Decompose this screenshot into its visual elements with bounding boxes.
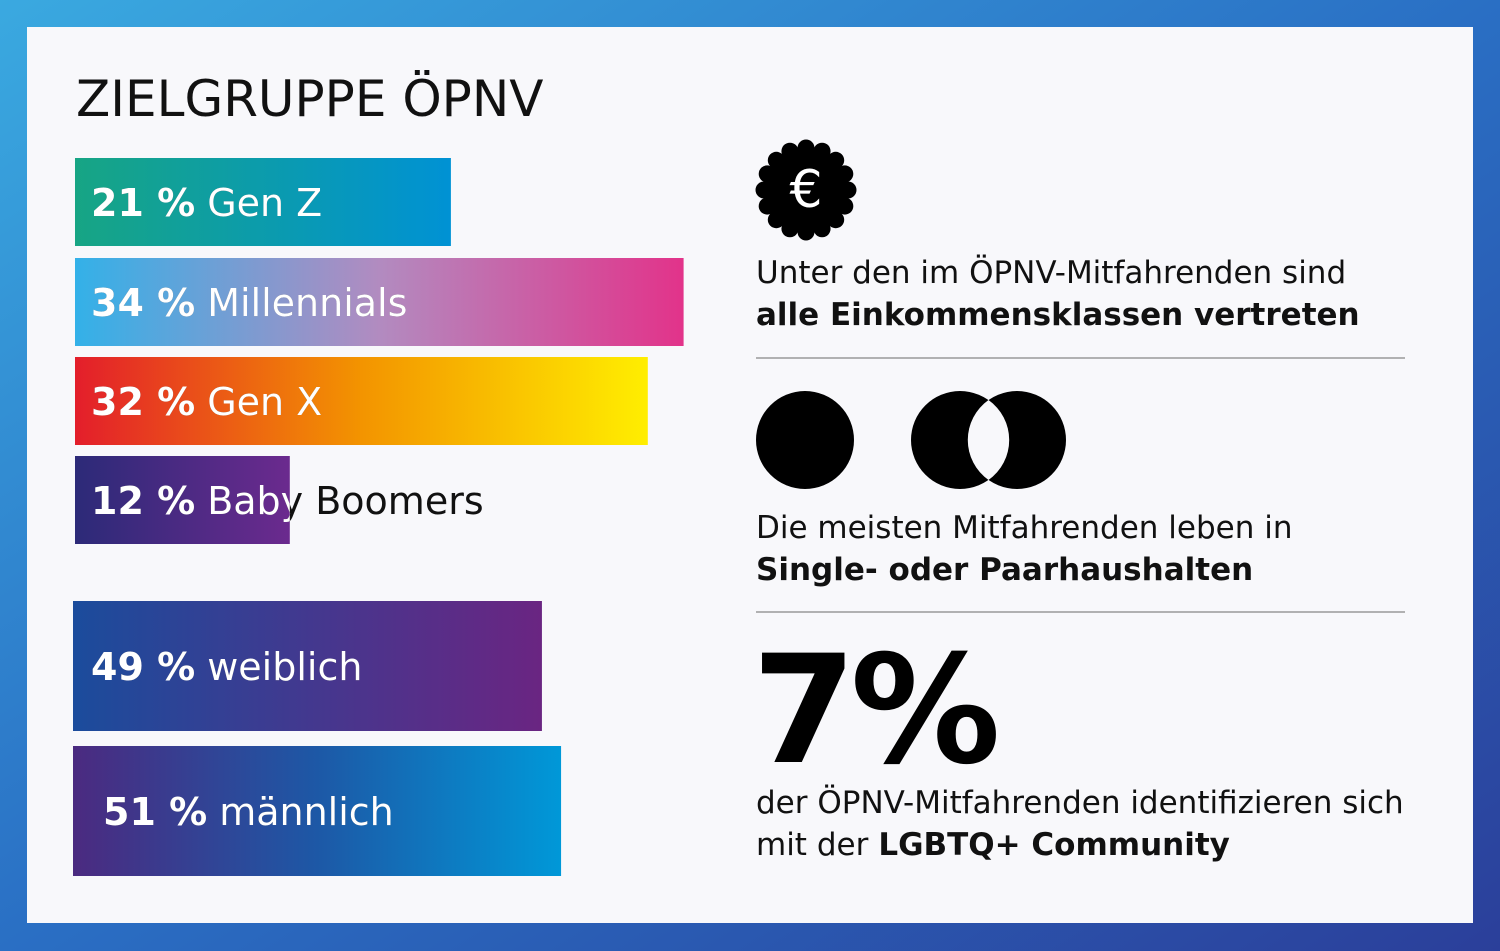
- bar: [75, 258, 684, 346]
- badge-scallop: [813, 142, 831, 160]
- group-label: weiblich: [207, 645, 362, 689]
- euro-badge: [755, 139, 857, 241]
- euro-icon: €: [789, 160, 822, 220]
- value-label: 12 %: [91, 479, 195, 523]
- value-label: 49 %: [91, 645, 195, 689]
- bar-label: 49 % weiblich: [91, 645, 362, 689]
- group-label: Millennials: [207, 281, 407, 325]
- badge-scallop: [836, 197, 854, 215]
- group-label: Gen Z: [207, 181, 322, 225]
- bar: [75, 456, 290, 544]
- bar-label: 21 % Gen Z: [91, 181, 322, 225]
- bar-label: 49 % weiblich: [91, 645, 362, 689]
- group-label: männlich: [219, 790, 394, 834]
- bar-label-group: 49 % weiblich: [91, 645, 362, 689]
- badge-scallop: [827, 151, 845, 169]
- badge-scallop: [758, 197, 776, 215]
- lgbtq-regular: mit der: [756, 827, 869, 863]
- value-label: 49 %: [91, 645, 195, 689]
- badge-scallop: [767, 211, 785, 229]
- group-label: Gen X: [207, 380, 322, 424]
- value-label: 12 %: [91, 479, 195, 523]
- bar-label: 51 % männlich: [103, 790, 394, 834]
- bar: [73, 746, 562, 876]
- badge-scallop: [797, 139, 815, 157]
- badge-scallop: [839, 181, 857, 199]
- badge-scallop: [781, 220, 799, 238]
- badge-scallop: [797, 223, 815, 241]
- badge-scallop: [767, 151, 785, 169]
- bar-label-group: 34 % Millennials: [91, 281, 407, 325]
- group-label: Gen Z: [207, 181, 322, 225]
- title: ZIELGRUPPE ÖPNV: [76, 70, 543, 128]
- value-label: 32 %: [91, 380, 195, 424]
- income-bold: alle Einkommensklassen vertreten: [756, 297, 1360, 333]
- couple-overlap: [967, 400, 1010, 480]
- bar-label: 34 % Millennials: [91, 281, 407, 325]
- household-text: Die meisten Mitfahrenden leben in: [756, 510, 1292, 546]
- value-label: 51 %: [103, 790, 207, 834]
- big-figure: 7%: [752, 624, 996, 798]
- bar-label-group: 12 % Baby Boomers: [91, 479, 484, 523]
- single-icon: [756, 391, 854, 489]
- bar-label: 51 % männlich: [103, 790, 394, 834]
- lgbtq-text: der ÖPNV-Mitfahrenden identifizieren sic…: [756, 784, 1404, 821]
- facts: € Unter den im ÖPNV-Mitfahrenden sind al…: [752, 139, 1405, 863]
- lgbtq-bold: LGBTQ+ Community: [878, 827, 1230, 863]
- value-label: 21 %: [91, 181, 195, 225]
- bar: [75, 357, 648, 445]
- bar: [73, 601, 542, 731]
- bar-label-group: 51 % männlich: [103, 790, 394, 834]
- group-label: Millennials: [207, 281, 407, 325]
- badge-core: [763, 147, 849, 233]
- bar-label: 32 % Gen X: [91, 380, 322, 424]
- lgbtq-text: mit der LGBTQ+ Community: [756, 827, 1230, 863]
- household-bold: Single- oder Paarhaushalten: [756, 552, 1253, 588]
- badge-scallop: [758, 165, 776, 183]
- group-label: Gen X: [207, 380, 322, 424]
- badge-scallop: [827, 211, 845, 229]
- bar-label-group: 21 % Gen Z: [91, 181, 322, 225]
- group-label: männlich: [219, 790, 394, 834]
- group-label: Baby Boomers: [207, 479, 483, 523]
- bar-label: 12 % Baby Boomers: [91, 479, 484, 523]
- bar-label: 12 % Baby Boomers: [91, 479, 484, 523]
- value-label: 34 %: [91, 281, 195, 325]
- badge-scallop: [813, 220, 831, 238]
- value-label: 51 %: [103, 790, 207, 834]
- badge-scallop: [836, 165, 854, 183]
- income-text: Unter den im ÖPNV-Mitfahrenden sind: [756, 254, 1346, 291]
- group-label: Baby Boomers: [207, 479, 483, 523]
- bar-label-group: 32 % Gen X: [91, 380, 322, 424]
- bar-label: 21 % Gen Z: [91, 181, 322, 225]
- badge-scallop: [781, 142, 799, 160]
- bar-label: 32 % Gen X: [91, 380, 322, 424]
- badge-scallop: [755, 181, 773, 199]
- bar: [75, 158, 451, 246]
- value-label: 32 %: [91, 380, 195, 424]
- value-label: 34 %: [91, 281, 195, 325]
- bar-label: 34 % Millennials: [91, 281, 407, 325]
- group-label: weiblich: [207, 645, 362, 689]
- value-label: 21 %: [91, 181, 195, 225]
